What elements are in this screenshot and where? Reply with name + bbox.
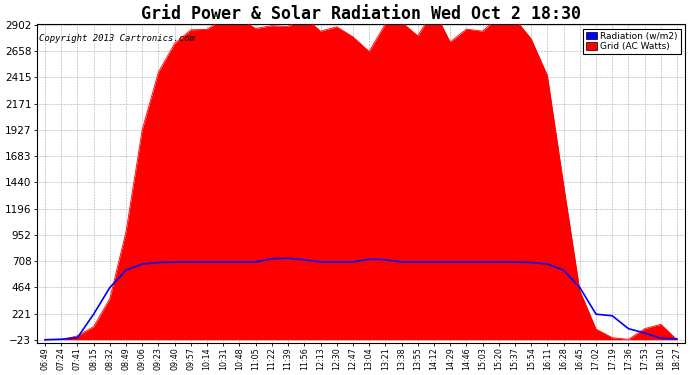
Title: Grid Power & Solar Radiation Wed Oct 2 18:30: Grid Power & Solar Radiation Wed Oct 2 1…	[141, 5, 581, 23]
Text: Copyright 2013 Cartronics.com: Copyright 2013 Cartronics.com	[39, 34, 195, 43]
Legend: Radiation (w/m2), Grid (AC Watts): Radiation (w/m2), Grid (AC Watts)	[583, 29, 680, 54]
